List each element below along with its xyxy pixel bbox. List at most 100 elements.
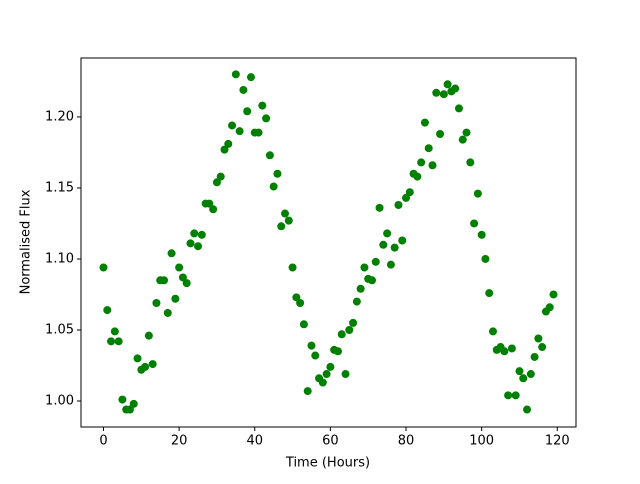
data-point bbox=[163, 308, 172, 317]
data-point bbox=[523, 405, 532, 414]
data-point bbox=[224, 139, 233, 148]
data-point bbox=[451, 84, 460, 93]
data-point bbox=[152, 299, 161, 308]
data-point bbox=[356, 284, 365, 293]
data-point bbox=[190, 229, 199, 238]
data-point bbox=[220, 145, 229, 154]
data-point bbox=[352, 297, 361, 306]
x-tick-label: 40 bbox=[246, 434, 263, 449]
x-tick-label: 0 bbox=[99, 434, 107, 449]
data-point bbox=[194, 242, 203, 251]
data-point bbox=[420, 118, 429, 127]
data-point bbox=[500, 347, 509, 356]
data-point bbox=[265, 151, 274, 160]
data-point bbox=[432, 88, 441, 97]
data-point bbox=[470, 219, 479, 228]
data-point bbox=[526, 370, 535, 379]
data-point bbox=[390, 243, 399, 252]
x-tick-label: 80 bbox=[398, 434, 415, 449]
data-point bbox=[549, 290, 558, 299]
data-point bbox=[545, 303, 554, 312]
y-tick-label: 1.10 bbox=[45, 251, 74, 266]
data-point bbox=[436, 129, 445, 138]
data-point bbox=[277, 222, 286, 231]
y-axis-label: Normalised Flux bbox=[19, 189, 34, 294]
y-tick-label: 1.20 bbox=[45, 109, 74, 124]
data-point bbox=[216, 172, 225, 181]
x-tick-label: 120 bbox=[545, 434, 570, 449]
x-tick-label: 100 bbox=[469, 434, 494, 449]
data-point bbox=[530, 352, 539, 361]
data-point bbox=[424, 144, 433, 153]
data-point bbox=[326, 362, 335, 371]
data-point bbox=[186, 239, 195, 248]
data-point bbox=[273, 169, 282, 178]
data-point bbox=[454, 104, 463, 113]
data-point bbox=[538, 343, 547, 352]
data-point bbox=[110, 327, 119, 336]
data-point bbox=[235, 127, 244, 136]
data-point bbox=[371, 257, 380, 266]
data-point bbox=[212, 178, 221, 187]
data-point bbox=[133, 354, 142, 363]
data-point bbox=[428, 161, 437, 170]
data-point bbox=[228, 121, 237, 130]
data-point bbox=[462, 128, 471, 137]
data-point bbox=[144, 331, 153, 340]
data-point bbox=[284, 216, 293, 225]
data-point bbox=[299, 320, 308, 329]
data-point bbox=[205, 199, 214, 208]
data-point bbox=[386, 260, 395, 269]
data-point bbox=[458, 135, 467, 144]
data-point bbox=[402, 193, 411, 202]
data-point bbox=[337, 330, 346, 339]
data-point bbox=[383, 229, 392, 238]
data-point bbox=[394, 201, 403, 210]
data-point bbox=[243, 107, 252, 116]
data-point bbox=[175, 263, 184, 272]
data-point bbox=[511, 391, 520, 400]
data-point bbox=[439, 90, 448, 99]
data-point bbox=[333, 347, 342, 356]
data-point bbox=[322, 370, 331, 379]
data-point bbox=[504, 391, 513, 400]
x-tick-label: 60 bbox=[322, 434, 339, 449]
x-tick-label: 20 bbox=[171, 434, 188, 449]
data-point bbox=[262, 114, 271, 123]
data-point bbox=[148, 360, 157, 369]
data-point bbox=[311, 351, 320, 360]
plot-frame bbox=[80, 57, 577, 428]
data-point bbox=[345, 325, 354, 334]
data-point bbox=[292, 293, 301, 302]
data-point bbox=[534, 334, 543, 343]
data-point bbox=[398, 236, 407, 245]
data-point bbox=[417, 158, 426, 167]
data-point bbox=[349, 318, 358, 327]
data-point bbox=[307, 341, 316, 350]
data-point bbox=[473, 189, 482, 198]
x-axis-label: Time (Hours) bbox=[285, 456, 370, 471]
data-point bbox=[481, 254, 490, 263]
data-point bbox=[288, 263, 297, 272]
y-tick-label: 1.15 bbox=[45, 180, 74, 195]
data-point bbox=[477, 230, 486, 239]
data-point bbox=[141, 362, 150, 371]
data-point bbox=[239, 85, 248, 94]
data-point bbox=[125, 405, 134, 414]
data-point bbox=[443, 80, 452, 89]
data-point bbox=[466, 158, 475, 167]
data-point bbox=[231, 70, 240, 79]
data-point bbox=[303, 387, 312, 396]
y-tick-label: 1.05 bbox=[45, 322, 74, 337]
data-point bbox=[405, 188, 414, 197]
data-point bbox=[258, 101, 267, 110]
data-point bbox=[99, 263, 108, 272]
data-point bbox=[246, 73, 255, 82]
data-point bbox=[114, 337, 123, 346]
data-point bbox=[107, 337, 116, 346]
data-point bbox=[182, 279, 191, 288]
data-point bbox=[360, 263, 369, 272]
data-point bbox=[413, 172, 422, 181]
